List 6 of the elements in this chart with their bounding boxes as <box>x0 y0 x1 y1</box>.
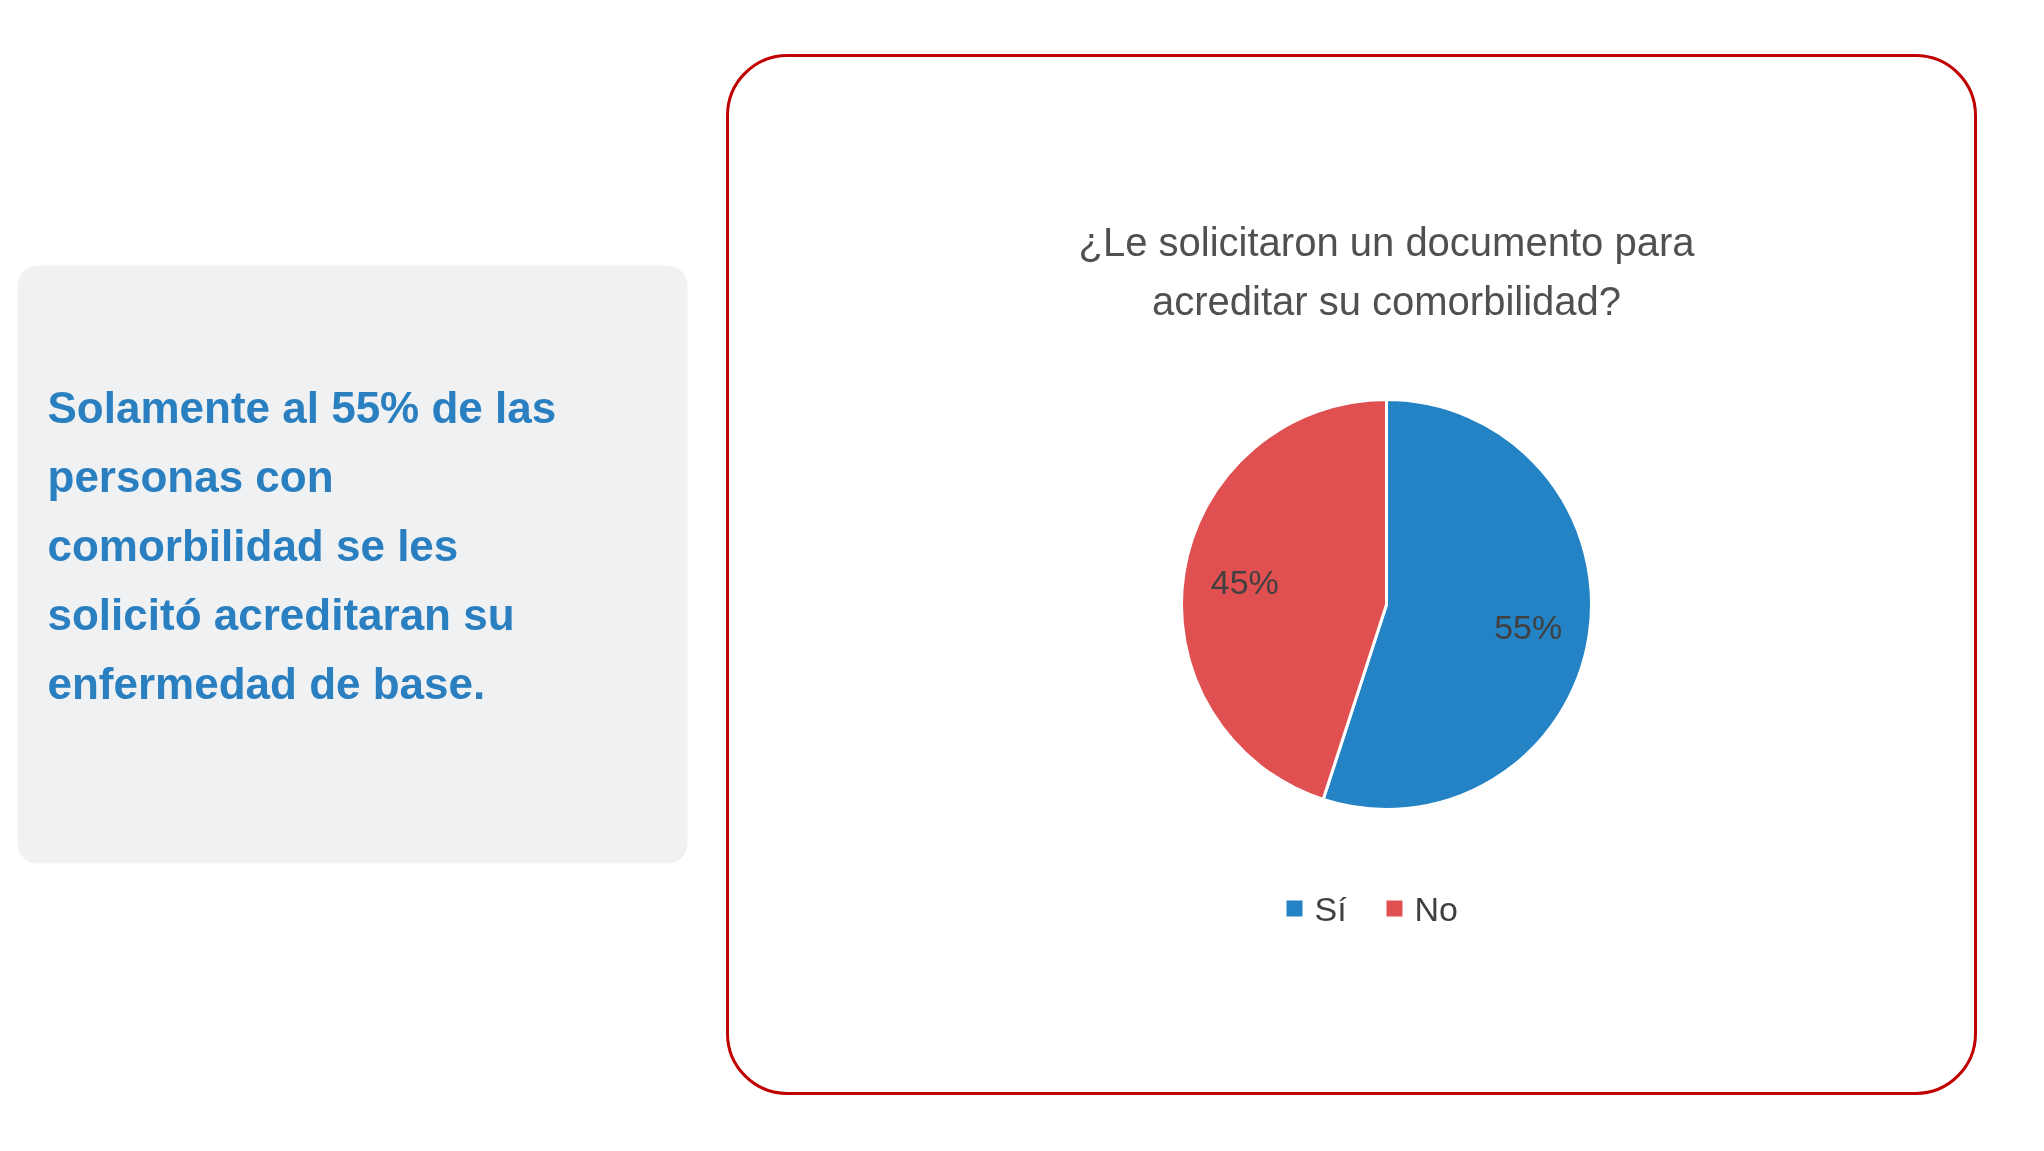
data-label: 45% <box>1210 563 1279 602</box>
text: Solamente al 55% de las personas con comorbilidad se les solicitó acreditaran su enfermedad de base. <box>47 383 557 708</box>
data-label: 55% <box>1494 607 1563 646</box>
legend-label: Sí <box>1314 889 1348 928</box>
chart-title: ¿Le solicitaron un documento para acreditar su comorbilidad? <box>1078 219 1696 323</box>
legend-label: No <box>1414 889 1458 928</box>
